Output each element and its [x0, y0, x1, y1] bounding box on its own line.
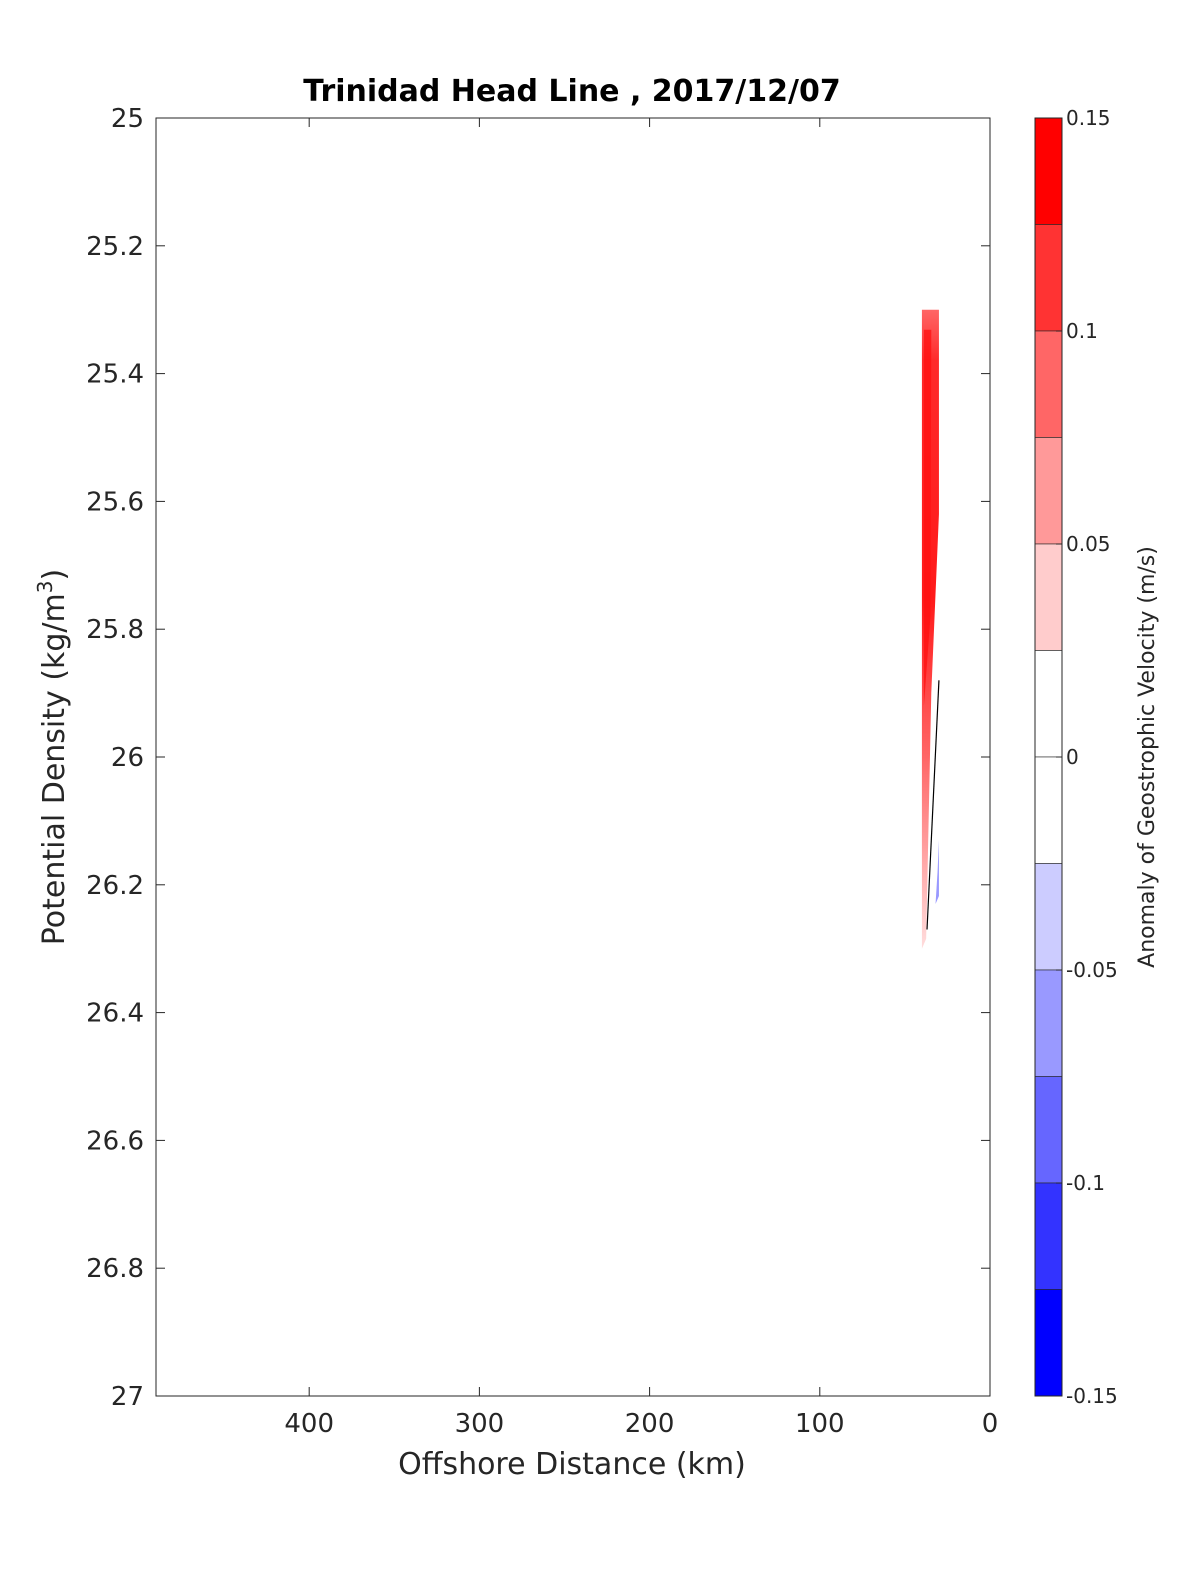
x-tick-label: 0 [982, 1409, 999, 1439]
colorbar-level [1034, 437, 1063, 545]
y-tick-label: 26.4 [86, 999, 144, 1029]
x-axis-ticks: 400 300 200 100 0 [284, 118, 998, 1439]
positive-anomaly-core [923, 329, 932, 706]
colorbar-level [1034, 1076, 1063, 1184]
colorbar-tick-label: 0 [1066, 745, 1079, 769]
colorbar-label: Anomaly of Geostrophic Velocity (m/s) [1135, 546, 1160, 968]
plot-area: 400 300 200 100 0 25 25.2 25.4 25.6 25.8 26 26.2 26… [86, 104, 998, 1439]
y-tick-label: 26.2 [86, 871, 144, 901]
y-tick-label: 26.6 [86, 1126, 144, 1156]
colorbar-level [1034, 969, 1063, 1077]
y-axis-label: Potential Density (kg/m3) [33, 569, 72, 945]
y-tick-label: 27 [111, 1382, 144, 1412]
y-tick-label: 26 [111, 743, 144, 773]
colorbar-tick-label: -0.1 [1066, 1171, 1105, 1195]
data-regions [921, 309, 939, 949]
x-tick-label: 100 [795, 1409, 845, 1439]
y-tick-label: 25.8 [86, 615, 144, 645]
y-axis-label-close: ) [37, 569, 72, 581]
chart-title: Trinidad Head Line , 2017/12/07 [303, 74, 840, 109]
colorbar-level [1034, 863, 1063, 971]
zero-contour-layer [926, 680, 940, 930]
colorbar-level [1034, 330, 1063, 438]
y-axis-ticks: 25 25.2 25.4 25.6 25.8 26 26.2 26.4 26.6 26.8 27 [86, 104, 990, 1412]
colorbar-level [1034, 543, 1063, 651]
colorbar-tick-label: 0.05 [1066, 532, 1111, 556]
colorbar-level [1034, 1182, 1063, 1290]
y-tick-label: 26.8 [86, 1254, 144, 1284]
zero-contour-line [926, 680, 940, 930]
y-tick-label: 25.4 [86, 360, 144, 390]
y-axis-label-main: Potential Density (kg/m [37, 593, 72, 945]
colorbar-level [1034, 117, 1063, 225]
colorbar-level [1034, 1289, 1063, 1397]
colorbar-level [1034, 224, 1063, 332]
colorbar-tick-label: 0.1 [1066, 319, 1098, 343]
y-tick-label: 25.2 [86, 232, 144, 262]
y-tick-label: 25 [111, 104, 144, 134]
colorbar-level [1034, 650, 1063, 758]
colorbar-level [1034, 756, 1063, 864]
x-tick-label: 400 [284, 1409, 334, 1439]
y-axis-label-superscript: 3 [33, 580, 57, 593]
colorbar-tick-label: -0.05 [1066, 958, 1118, 982]
colorbar-tick-label: -0.15 [1066, 1384, 1118, 1408]
x-tick-label: 300 [455, 1409, 505, 1439]
x-tick-label: 200 [625, 1409, 675, 1439]
y-tick-label: 25.6 [86, 487, 144, 517]
plot-background [156, 118, 990, 1396]
negative-anomaly-patch [935, 840, 939, 904]
colorbar: 0.15 0.1 0.05 0 -0.05 -0.1 -0.15 [1034, 106, 1118, 1408]
colorbar-tick-label: 0.15 [1066, 106, 1111, 130]
x-axis-label: Offshore Distance (km) [398, 1447, 746, 1482]
